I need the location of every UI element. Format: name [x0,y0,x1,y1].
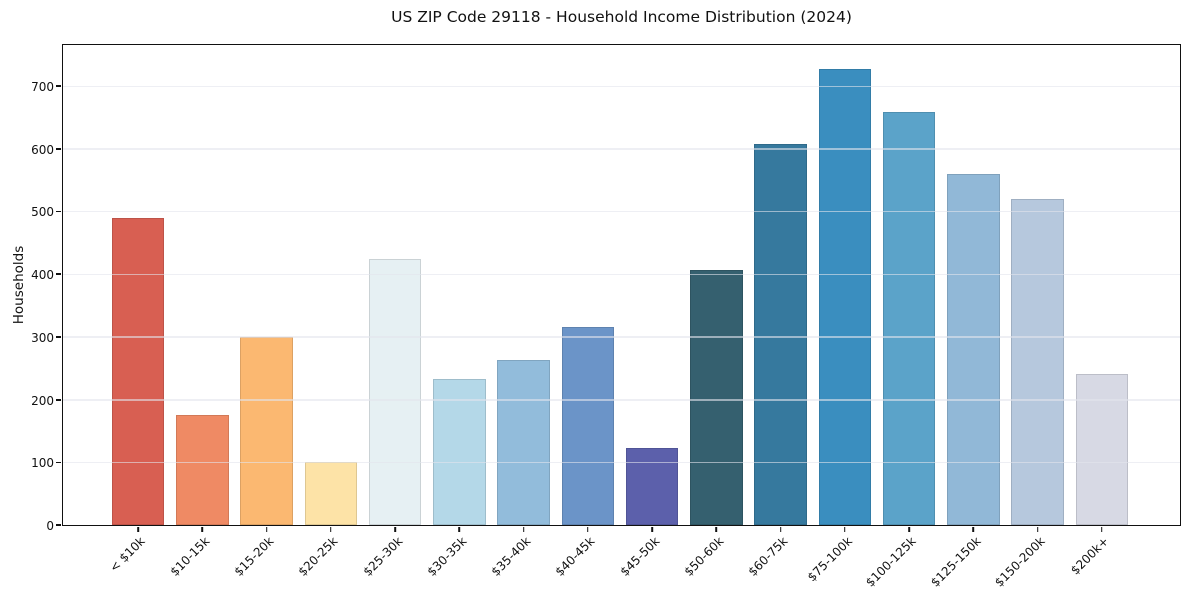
chart-title: US ZIP Code 29118 - Household Income Dis… [391,8,852,26]
x-tick-label: $15-20k [231,534,277,579]
bar [754,143,807,525]
x-tick [972,527,975,532]
y-tick-700 [56,85,61,87]
bar-slot: $150-200k [992,45,1070,590]
y-tick-500 [56,210,61,213]
x-tick-label: $10-15k [167,534,213,579]
bar-slot: $25-30k [360,45,427,579]
bar [304,461,358,525]
x-tick-label: $30-35k [424,534,470,579]
x-tick-label: $60-75k [745,534,791,579]
x-tick-label: $20-25k [295,534,341,579]
x-tick [394,527,396,532]
bar-slot: $200k+ [1068,45,1134,578]
x-tick [715,527,718,532]
x-tick-label: $125-150k [927,534,984,590]
bar [818,68,872,525]
x-tick [137,527,139,532]
bar [497,359,550,525]
x-tick [458,527,461,532]
bar-slot: $10-15k [167,45,234,579]
bar-slot: $35-40k [489,45,556,579]
bar [240,336,293,525]
y-tick-200 [56,398,61,401]
y-tick-100 [56,461,61,464]
y-tick-label-200: 200 [31,393,54,408]
bar [1075,374,1129,525]
x-tick [201,527,204,532]
bar-slot: $50-60k [681,45,748,579]
x-tick-label: $150-200k [991,534,1048,590]
x-tick [522,527,525,532]
x-tick-label: < $10k [107,534,149,575]
y-axis-label: Households [11,245,27,325]
x-tick-label: $25-30k [360,534,406,579]
bar [882,111,936,525]
x-tick-label: $200k+ [1068,534,1112,578]
bar-slot: < $10k [106,45,170,575]
y-tick-label-100: 100 [31,456,54,471]
bar [433,379,486,525]
x-tick [1036,527,1039,532]
x-tick-label: $75-100k [804,534,855,585]
x-tick-label: $100-125k [863,534,920,590]
bar-slot: $75-100k [805,45,877,584]
x-tick [844,527,846,532]
x-tick [779,527,782,532]
x-tick [587,527,589,532]
bar [625,448,679,525]
bar [561,327,615,525]
y-tick-label-700: 700 [31,79,54,94]
x-tick-label: $45-50k [617,534,663,579]
bar [690,269,743,525]
x-tick-label: $50-60k [681,534,727,579]
bar-slot: $100-125k [863,45,941,590]
y-tick-label-300: 300 [31,330,54,345]
x-tick [908,527,910,532]
y-tick-label-600: 600 [31,142,54,157]
bar [368,258,422,525]
bar-slot: $40-45k [553,45,620,579]
y-tick-label-500: 500 [31,205,54,220]
bar [947,173,1000,525]
x-tick-label: $35-40k [488,534,534,579]
x-tick-label: $40-45k [552,534,598,579]
x-tick [265,527,268,532]
y-tick-0 [56,524,61,526]
plot-area: < $10k $10-15k $15-20k $20-25k $25-30k $30-35… [31,44,1181,590]
y-tick-400 [56,273,61,276]
bar-slot: $45-50k [617,45,684,579]
bar-slot: $15-20k [232,45,299,579]
x-tick [651,527,653,532]
bar-slot: $60-75k [746,45,813,579]
x-tick [1101,527,1103,532]
bar-slot: $30-35k [424,45,491,579]
bar-slot: $20-25k [296,45,363,579]
bar [111,217,165,525]
bar [176,414,229,525]
bar [1011,199,1064,525]
y-tick-label-400: 400 [31,268,54,283]
bar-slot: $125-150k [928,45,1005,590]
bars-row: < $10k $10-15k $15-20k $20-25k $25-30k $30-35… [63,45,1180,590]
y-tick-600 [56,147,61,150]
x-tick [330,527,332,532]
y-tick-300 [56,336,61,338]
y-tick-label-0: 0 [46,519,54,533]
